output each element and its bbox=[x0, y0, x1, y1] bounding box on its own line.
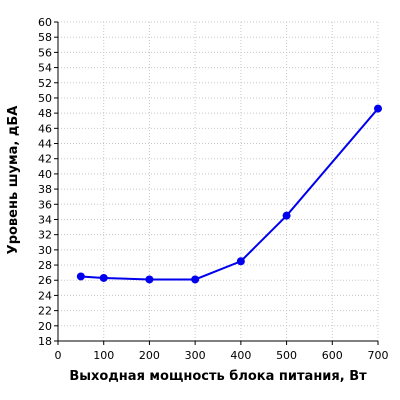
y-tick-label: 58 bbox=[38, 31, 52, 44]
x-tick-label: 400 bbox=[230, 349, 251, 362]
y-tick-label: 24 bbox=[38, 289, 52, 302]
y-tick-label: 46 bbox=[38, 122, 52, 135]
y-tick-label: 52 bbox=[38, 77, 52, 90]
y-tick-label: 34 bbox=[38, 213, 52, 226]
y-axis-title: Уровень шума, дБА bbox=[6, 106, 21, 255]
series-line bbox=[80, 107, 379, 281]
y-tick-label: 22 bbox=[38, 305, 52, 318]
data-point bbox=[145, 275, 154, 284]
y-tick-label: 44 bbox=[38, 138, 52, 151]
axes bbox=[57, 22, 378, 342]
y-tick-label: 36 bbox=[38, 198, 52, 211]
x-tick-label: 200 bbox=[139, 349, 160, 362]
y-tick-label: 48 bbox=[38, 107, 52, 120]
grid bbox=[58, 21, 379, 341]
data-point bbox=[374, 104, 382, 113]
x-tick-label: 600 bbox=[322, 349, 343, 362]
y-tick-label: 42 bbox=[38, 153, 52, 166]
y-tick-label: 56 bbox=[38, 46, 52, 59]
x-tick-label: 100 bbox=[93, 349, 114, 362]
y-tick-label: 30 bbox=[38, 244, 52, 257]
data-point bbox=[236, 257, 245, 266]
y-axis-ticks: 18 20 22 24 26 28 30 32 34 36 38 40 42 44 46 48 50 52 54 56… bbox=[38, 16, 58, 348]
y-tick-label: 50 bbox=[38, 92, 52, 105]
y-tick-label: 28 bbox=[38, 259, 52, 272]
series bbox=[76, 104, 382, 284]
y-tick-label: 20 bbox=[38, 320, 52, 333]
x-tick-label: 0 bbox=[55, 349, 62, 362]
x-tick-label: 300 bbox=[185, 349, 206, 362]
y-tick-label: 40 bbox=[38, 168, 52, 181]
x-axis-title: Выходная мощность блока питания, Вт bbox=[69, 369, 367, 384]
data-point bbox=[282, 211, 291, 220]
y-tick-label: 26 bbox=[38, 274, 52, 287]
data-point bbox=[76, 272, 85, 281]
x-tick-label: 500 bbox=[276, 349, 297, 362]
data-point bbox=[191, 275, 200, 284]
y-tick-label: 38 bbox=[38, 183, 52, 196]
x-axis-ticks: 0 100 200 300 400 500 600 700 bbox=[55, 341, 389, 362]
y-tick-label: 54 bbox=[38, 62, 52, 75]
x-tick-label: 700 bbox=[368, 349, 389, 362]
data-point bbox=[99, 273, 108, 282]
y-tick-label: 32 bbox=[38, 229, 52, 242]
y-tick-label: 60 bbox=[38, 16, 52, 29]
y-tick-label: 18 bbox=[38, 335, 52, 348]
